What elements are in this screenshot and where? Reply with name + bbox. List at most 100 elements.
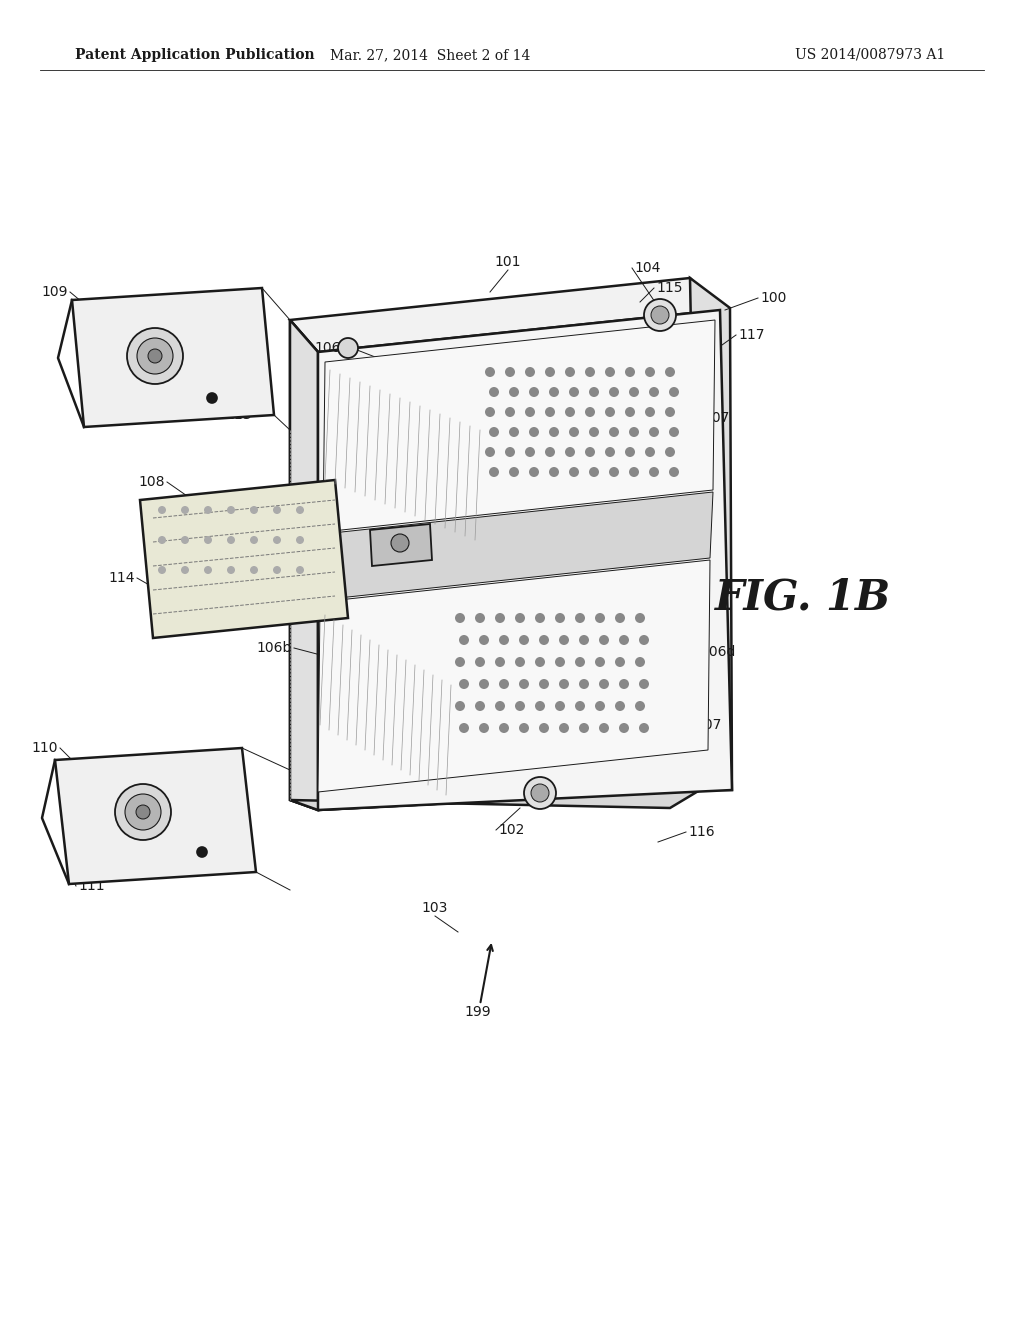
Circle shape	[509, 387, 519, 397]
Text: US 2014/0087973 A1: US 2014/0087973 A1	[795, 48, 945, 62]
Text: 199: 199	[465, 1005, 492, 1019]
Circle shape	[499, 723, 509, 733]
Text: 109: 109	[42, 285, 68, 300]
Circle shape	[669, 387, 679, 397]
Circle shape	[585, 367, 595, 378]
Circle shape	[549, 426, 559, 437]
Text: 107: 107	[695, 718, 721, 733]
Circle shape	[569, 467, 579, 477]
Circle shape	[549, 467, 559, 477]
Circle shape	[479, 678, 489, 689]
Circle shape	[455, 612, 465, 623]
Circle shape	[338, 338, 358, 358]
Circle shape	[565, 407, 575, 417]
Circle shape	[531, 784, 549, 803]
Circle shape	[575, 701, 585, 711]
Circle shape	[485, 367, 495, 378]
Circle shape	[207, 393, 217, 403]
Circle shape	[665, 367, 675, 378]
Circle shape	[599, 678, 609, 689]
Circle shape	[495, 612, 505, 623]
Circle shape	[595, 612, 605, 623]
Circle shape	[227, 566, 234, 574]
Polygon shape	[690, 279, 732, 789]
Polygon shape	[319, 492, 713, 601]
Circle shape	[599, 723, 609, 733]
Circle shape	[618, 635, 629, 645]
Circle shape	[665, 407, 675, 417]
Circle shape	[625, 367, 635, 378]
Circle shape	[499, 678, 509, 689]
Circle shape	[181, 566, 189, 574]
Circle shape	[273, 566, 281, 574]
Circle shape	[495, 701, 505, 711]
Text: 112: 112	[205, 395, 231, 409]
Circle shape	[181, 506, 189, 513]
Circle shape	[639, 635, 649, 645]
Text: 117: 117	[738, 327, 765, 342]
Text: 115: 115	[289, 550, 315, 565]
Circle shape	[115, 784, 171, 840]
Circle shape	[559, 678, 569, 689]
Circle shape	[669, 426, 679, 437]
Text: 107: 107	[703, 411, 729, 425]
Circle shape	[635, 657, 645, 667]
Circle shape	[204, 506, 212, 513]
Circle shape	[489, 467, 499, 477]
Circle shape	[565, 367, 575, 378]
Circle shape	[605, 367, 615, 378]
Circle shape	[539, 678, 549, 689]
Text: 110: 110	[32, 741, 58, 755]
Circle shape	[645, 407, 655, 417]
Circle shape	[649, 467, 659, 477]
Circle shape	[615, 701, 625, 711]
Circle shape	[499, 635, 509, 645]
Circle shape	[489, 426, 499, 437]
Circle shape	[545, 447, 555, 457]
Circle shape	[204, 536, 212, 544]
Circle shape	[505, 407, 515, 417]
Circle shape	[565, 447, 575, 457]
Circle shape	[137, 338, 173, 374]
Circle shape	[579, 678, 589, 689]
Text: 113: 113	[205, 853, 231, 867]
Circle shape	[136, 805, 150, 818]
Circle shape	[649, 387, 659, 397]
Text: 104: 104	[634, 261, 660, 275]
Text: 111: 111	[78, 879, 104, 894]
Polygon shape	[370, 524, 432, 566]
Circle shape	[651, 306, 669, 323]
Circle shape	[525, 407, 535, 417]
Circle shape	[545, 367, 555, 378]
Circle shape	[455, 701, 465, 711]
Circle shape	[559, 635, 569, 645]
Circle shape	[605, 407, 615, 417]
Circle shape	[595, 701, 605, 711]
Circle shape	[549, 387, 559, 397]
Circle shape	[148, 348, 162, 363]
Circle shape	[629, 467, 639, 477]
Circle shape	[545, 407, 555, 417]
Circle shape	[158, 506, 166, 513]
Polygon shape	[323, 319, 715, 532]
Circle shape	[535, 701, 545, 711]
Text: Mar. 27, 2014  Sheet 2 of 14: Mar. 27, 2014 Sheet 2 of 14	[330, 48, 530, 62]
Circle shape	[227, 506, 234, 513]
Circle shape	[635, 612, 645, 623]
Circle shape	[227, 536, 234, 544]
Circle shape	[125, 795, 161, 830]
Text: 106b: 106b	[257, 642, 292, 655]
Text: 100: 100	[760, 290, 786, 305]
Circle shape	[519, 678, 529, 689]
Circle shape	[539, 723, 549, 733]
Text: Patent Application Publication: Patent Application Publication	[75, 48, 314, 62]
Circle shape	[519, 635, 529, 645]
Circle shape	[535, 612, 545, 623]
Circle shape	[575, 657, 585, 667]
Text: 106d: 106d	[700, 645, 735, 659]
Circle shape	[529, 467, 539, 477]
Circle shape	[127, 327, 183, 384]
Circle shape	[525, 447, 535, 457]
Circle shape	[515, 657, 525, 667]
Circle shape	[645, 447, 655, 457]
